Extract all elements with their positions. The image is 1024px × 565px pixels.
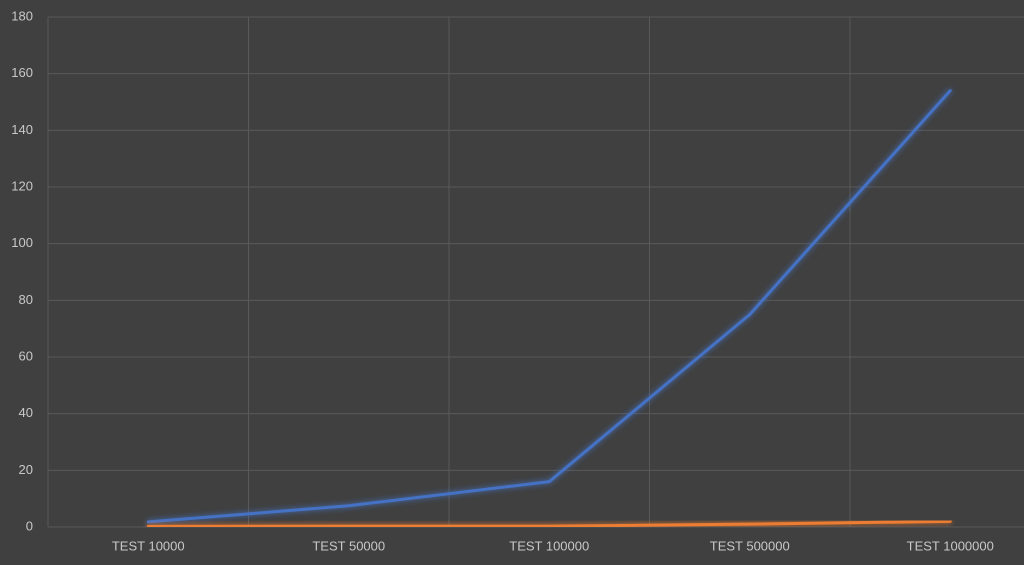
y-tick-label: 100 — [11, 235, 33, 250]
y-tick-label: 140 — [11, 122, 33, 137]
y-tick-label: 180 — [11, 8, 33, 23]
y-tick-label: 40 — [19, 405, 33, 420]
y-tick-label: 120 — [11, 178, 33, 193]
x-tick-label: TEST 10000 — [112, 538, 185, 553]
y-tick-label: 0 — [26, 518, 33, 533]
series-line — [146, 89, 952, 524]
y-tick-label: 60 — [19, 348, 33, 363]
x-tick-label: TEST 50000 — [312, 538, 385, 553]
y-tick-label: 20 — [19, 462, 33, 477]
series-line — [146, 519, 952, 528]
y-tick-label: 80 — [19, 292, 33, 307]
x-tick-label: TEST 100000 — [509, 538, 589, 553]
y-tick-label: 160 — [11, 65, 33, 80]
x-tick-label: TEST 500000 — [710, 538, 790, 553]
x-tick-label: TEST 1000000 — [907, 538, 994, 553]
